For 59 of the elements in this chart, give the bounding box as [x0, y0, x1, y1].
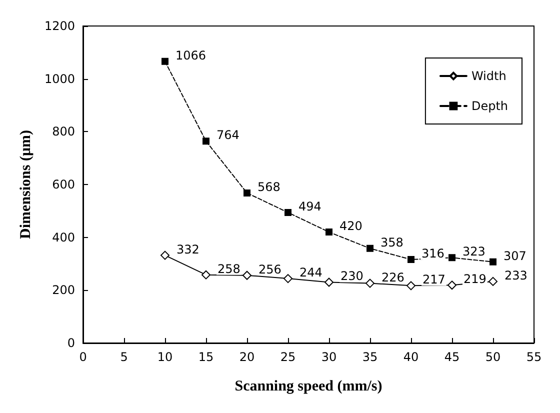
y-tick-label: 400	[52, 230, 75, 244]
x-tick-label: 40	[403, 350, 419, 364]
point	[284, 274, 292, 284]
x-tick-label: 50	[485, 350, 501, 364]
point	[366, 244, 374, 252]
data-label: 568	[258, 180, 280, 194]
data-label: 1066	[176, 48, 206, 62]
x-tick-label: 30	[321, 350, 337, 364]
point	[490, 258, 496, 266]
data-label: 358	[380, 235, 404, 250]
data-label: 323	[462, 244, 486, 259]
data-label: 307	[504, 248, 526, 263]
data-label: 494	[298, 200, 322, 214]
point	[326, 228, 332, 236]
x-tick-label: 10	[157, 350, 173, 364]
point	[366, 278, 374, 288]
data-label: 420	[340, 219, 362, 234]
point	[324, 278, 334, 287]
point	[448, 280, 456, 290]
x-tick-label: 0	[79, 350, 87, 364]
x-tick-label: 35	[362, 350, 378, 364]
data-label: 233	[504, 268, 528, 282]
point	[408, 256, 414, 264]
point	[242, 270, 252, 280]
data-label: 316	[422, 246, 444, 261]
data-label: 764	[216, 128, 240, 142]
data-label: 244	[300, 266, 322, 280]
point	[244, 189, 250, 196]
point	[162, 58, 168, 65]
point	[448, 254, 456, 262]
y-tick-label: 600	[52, 178, 75, 192]
point	[284, 209, 292, 216]
point	[488, 276, 498, 286]
data-label: 256	[258, 262, 282, 276]
data-label: 230	[340, 269, 364, 284]
point	[160, 250, 170, 260]
x-tick-label: 55	[526, 350, 542, 364]
x-tick-label: 25	[280, 350, 296, 364]
y-tick-label: 200	[52, 283, 75, 298]
data-label: 226	[382, 270, 404, 284]
y-tick-label: 800	[52, 124, 75, 139]
legend-label: Width	[471, 69, 506, 83]
x-axis-title: Scanning speed (mm/s)	[234, 378, 382, 394]
y-tick-label: 1000	[44, 72, 75, 86]
x-tick-label: 20	[239, 350, 255, 364]
data-label: 219	[464, 272, 486, 286]
point	[202, 138, 210, 145]
y-axis-title: Dimensions (μm)	[18, 130, 34, 239]
y-tick-label: 0	[67, 336, 75, 350]
legend-label: Depth	[471, 99, 508, 113]
point	[406, 281, 416, 290]
data-label: 258	[218, 262, 240, 276]
point	[202, 270, 210, 280]
data-label: 332	[176, 242, 200, 256]
x-tick-label: 45	[444, 350, 460, 364]
y-tick-label: 1200	[44, 19, 75, 33]
data-label: 217	[422, 272, 446, 287]
x-tick-label: 15	[198, 350, 214, 364]
x-tick-label: 5	[120, 350, 128, 364]
